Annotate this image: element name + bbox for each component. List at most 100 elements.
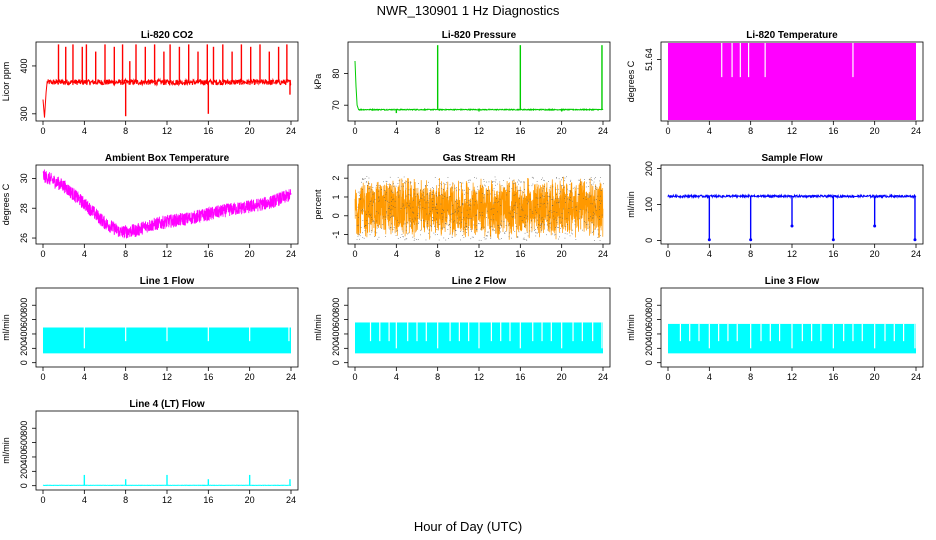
y-axis-label: Licor ppm — [1, 62, 11, 102]
x-tick-label: 0 — [40, 372, 45, 382]
y-tick-label: 80 — [331, 69, 341, 79]
x-tick-label: 4 — [394, 126, 399, 136]
y-tick-label: 200 — [19, 341, 29, 356]
x-tick-label: 20 — [870, 126, 880, 136]
y-tick-label: 600 — [19, 435, 29, 450]
x-axis: 0 4 8 12 16 20 24 — [40, 121, 296, 136]
y-axis: 300 400 — [19, 58, 36, 121]
y-axis-label: kPa — [313, 74, 323, 90]
x-tick-label: 24 — [598, 249, 608, 259]
y-tick-label: 0 — [331, 360, 341, 365]
data-drop-point-1 — [707, 238, 711, 242]
x-tick-label: 4 — [394, 372, 399, 382]
panel-9: Line 3 Flow ml/min 0 4 8 12 16 20 24 0 20040060080… — [626, 276, 924, 382]
y-tick-label: 200 — [19, 464, 29, 479]
data-layer — [668, 43, 916, 120]
data-drop-point-6 — [913, 238, 917, 242]
y-tick-label: 400 — [19, 58, 29, 73]
x-tick-label: 8 — [435, 372, 440, 382]
data-layer — [355, 322, 603, 354]
x-axis: 0 4 8 12 16 20 24 — [352, 367, 608, 382]
y-tick-label: 26 — [19, 233, 29, 243]
y-tick-label: 400 — [19, 326, 29, 341]
y-tick-label: 400 — [644, 326, 654, 341]
y-tick-label: 600 — [644, 312, 654, 327]
x-axis-label: Hour of Day (UTC) — [414, 519, 522, 534]
panel-title: Li-820 Pressure — [442, 30, 517, 41]
x-tick-label: 24 — [911, 126, 921, 136]
x-tick-label: 24 — [286, 249, 296, 259]
panel-7: Line 1 Flow ml/min 0 4 8 12 16 20 24 0 20040060080… — [1, 276, 299, 382]
x-tick-label: 20 — [870, 372, 880, 382]
y-axis: -1 0 1 2 — [331, 176, 348, 239]
y-tick-label: 600 — [19, 312, 29, 327]
y-axis-label: percent — [313, 189, 323, 220]
x-tick-label: 0 — [40, 126, 45, 136]
x-tick-label: 12 — [474, 126, 484, 136]
x-tick-label: 0 — [352, 249, 357, 259]
x-tick-label: 4 — [707, 372, 712, 382]
data-drop-point-4 — [831, 238, 835, 242]
x-tick-label: 4 — [82, 372, 87, 382]
x-tick-label: 8 — [748, 372, 753, 382]
x-tick-label: 16 — [203, 126, 213, 136]
panel-title: Li-820 Temperature — [746, 30, 838, 41]
panel-title: Li-820 CO2 — [141, 30, 194, 41]
y-tick-label: 800 — [331, 298, 341, 313]
x-tick-label: 4 — [707, 249, 712, 259]
x-tick-label: 24 — [911, 249, 921, 259]
x-axis: 0 4 8 12 16 20 24 — [665, 121, 921, 136]
x-axis: 0 4 8 12 16 20 24 — [40, 244, 296, 259]
x-tick-label: 8 — [435, 249, 440, 259]
x-tick-label: 8 — [123, 372, 128, 382]
x-tick-label: 4 — [82, 126, 87, 136]
y-tick-label: -1 — [331, 231, 341, 239]
x-tick-label: 24 — [911, 372, 921, 382]
y-tick-label: 51.64 — [644, 48, 654, 71]
y-tick-label: 0 — [19, 483, 29, 488]
x-tick-label: 20 — [870, 249, 880, 259]
x-tick-label: 0 — [352, 126, 357, 136]
x-tick-label: 4 — [707, 126, 712, 136]
x-tick-label: 0 — [665, 249, 670, 259]
figure-title: NWR_130901 1 Hz Diagnostics — [377, 3, 560, 18]
y-axis-label: degrees C — [626, 60, 636, 102]
panel-title: Line 4 (LT) Flow — [129, 399, 205, 410]
y-tick-label: 200 — [644, 341, 654, 356]
y-tick-label: 2 — [331, 176, 341, 181]
x-tick-label: 16 — [203, 495, 213, 505]
data-layer — [354, 45, 604, 114]
x-tick-label: 20 — [557, 249, 567, 259]
y-tick-label: 800 — [19, 298, 29, 313]
x-axis: 0 4 8 12 16 20 24 — [40, 490, 296, 505]
x-tick-label: 12 — [162, 495, 172, 505]
panel-6: Sample Flow ml/min 0 4 8 12 16 20 24 0 100 200 — [626, 153, 924, 259]
x-tick-label: 12 — [162, 249, 172, 259]
y-axis-label: ml/min — [313, 314, 323, 341]
panel-10: Line 4 (LT) Flow ml/min 0 4 8 12 16 20 24 0 200400… — [1, 399, 299, 505]
y-tick-label: 0 — [331, 213, 341, 218]
x-tick-label: 0 — [665, 372, 670, 382]
y-axis: 51.64 — [644, 48, 661, 71]
y-tick-label: 200 — [644, 161, 654, 176]
data-layer — [354, 176, 604, 241]
x-tick-label: 16 — [828, 126, 838, 136]
x-tick-label: 20 — [245, 126, 255, 136]
x-tick-label: 16 — [515, 249, 525, 259]
data-layer — [43, 327, 291, 354]
x-tick-label: 4 — [394, 249, 399, 259]
y-tick-label: 300 — [19, 106, 29, 121]
data-drop-point-3 — [790, 224, 794, 228]
y-tick-label: 400 — [331, 326, 341, 341]
data-band — [668, 43, 916, 120]
x-tick-label: 8 — [123, 249, 128, 259]
x-tick-label: 12 — [474, 372, 484, 382]
data-drop-point-2 — [749, 238, 753, 242]
y-axis-label: ml/min — [626, 191, 636, 218]
